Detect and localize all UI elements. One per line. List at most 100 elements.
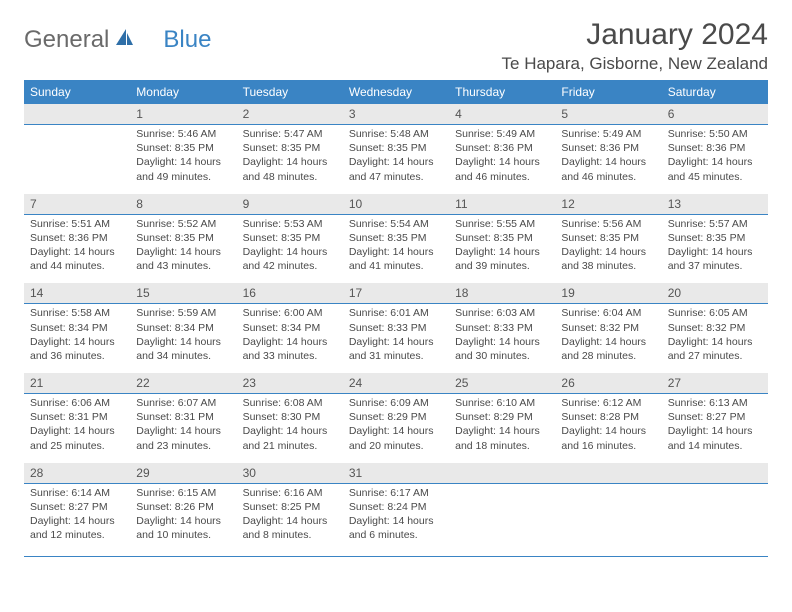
day-number-cell: 15 bbox=[130, 283, 236, 304]
sunrise-text: Sunrise: 6:07 AM bbox=[136, 396, 230, 410]
day-details-cell bbox=[555, 483, 661, 552]
sunrise-text: Sunrise: 6:16 AM bbox=[243, 486, 337, 500]
day-details-cell: Sunrise: 5:47 AMSunset: 8:35 PMDaylight:… bbox=[237, 125, 343, 194]
sunset-text: Sunset: 8:34 PM bbox=[30, 321, 124, 335]
calendar-header-row: Sunday Monday Tuesday Wednesday Thursday… bbox=[24, 80, 768, 104]
daylight-text: Daylight: 14 hours and 36 minutes. bbox=[30, 335, 124, 363]
sunrise-text: Sunrise: 5:53 AM bbox=[243, 217, 337, 231]
sunrise-text: Sunrise: 6:04 AM bbox=[561, 306, 655, 320]
daylight-text: Daylight: 14 hours and 28 minutes. bbox=[561, 335, 655, 363]
sunset-text: Sunset: 8:35 PM bbox=[243, 141, 337, 155]
day-details-cell: Sunrise: 6:04 AMSunset: 8:32 PMDaylight:… bbox=[555, 304, 661, 373]
weekday-header: Wednesday bbox=[343, 80, 449, 104]
day-details-row: Sunrise: 5:58 AMSunset: 8:34 PMDaylight:… bbox=[24, 304, 768, 373]
logo: General Blue bbox=[24, 26, 211, 54]
sunset-text: Sunset: 8:25 PM bbox=[243, 500, 337, 514]
day-details-cell: Sunrise: 5:56 AMSunset: 8:35 PMDaylight:… bbox=[555, 214, 661, 283]
sunrise-text: Sunrise: 5:52 AM bbox=[136, 217, 230, 231]
sunset-text: Sunset: 8:31 PM bbox=[30, 410, 124, 424]
sunrise-text: Sunrise: 6:10 AM bbox=[455, 396, 549, 410]
sunrise-text: Sunrise: 5:49 AM bbox=[561, 127, 655, 141]
day-details-cell: Sunrise: 6:15 AMSunset: 8:26 PMDaylight:… bbox=[130, 483, 236, 552]
weekday-header: Thursday bbox=[449, 80, 555, 104]
daylight-text: Daylight: 14 hours and 25 minutes. bbox=[30, 424, 124, 452]
daylight-text: Daylight: 14 hours and 42 minutes. bbox=[243, 245, 337, 273]
day-number-cell bbox=[662, 463, 768, 484]
day-details-cell: Sunrise: 6:08 AMSunset: 8:30 PMDaylight:… bbox=[237, 394, 343, 463]
daylight-text: Daylight: 14 hours and 49 minutes. bbox=[136, 155, 230, 183]
logo-text-blue: Blue bbox=[163, 26, 211, 54]
day-number-cell bbox=[24, 104, 130, 125]
sunset-text: Sunset: 8:29 PM bbox=[455, 410, 549, 424]
day-details-cell: Sunrise: 6:14 AMSunset: 8:27 PMDaylight:… bbox=[24, 483, 130, 552]
day-number-cell: 10 bbox=[343, 194, 449, 215]
sail-icon bbox=[113, 26, 135, 54]
sunset-text: Sunset: 8:28 PM bbox=[561, 410, 655, 424]
sunrise-text: Sunrise: 5:55 AM bbox=[455, 217, 549, 231]
weekday-header: Monday bbox=[130, 80, 236, 104]
day-details-cell: Sunrise: 5:59 AMSunset: 8:34 PMDaylight:… bbox=[130, 304, 236, 373]
sunset-text: Sunset: 8:34 PM bbox=[136, 321, 230, 335]
page-title: January 2024 bbox=[502, 18, 768, 52]
day-number-cell: 18 bbox=[449, 283, 555, 304]
day-number-row: 14151617181920 bbox=[24, 283, 768, 304]
sunrise-text: Sunrise: 5:51 AM bbox=[30, 217, 124, 231]
sunset-text: Sunset: 8:36 PM bbox=[455, 141, 549, 155]
sunset-text: Sunset: 8:35 PM bbox=[349, 141, 443, 155]
sunrise-text: Sunrise: 5:48 AM bbox=[349, 127, 443, 141]
day-number-cell bbox=[555, 463, 661, 484]
day-number-cell: 17 bbox=[343, 283, 449, 304]
day-details-cell: Sunrise: 5:49 AMSunset: 8:36 PMDaylight:… bbox=[449, 125, 555, 194]
day-number-cell: 27 bbox=[662, 373, 768, 394]
daylight-text: Daylight: 14 hours and 47 minutes. bbox=[349, 155, 443, 183]
daylight-text: Daylight: 14 hours and 20 minutes. bbox=[349, 424, 443, 452]
day-details-cell bbox=[662, 483, 768, 552]
day-details-cell: Sunrise: 6:06 AMSunset: 8:31 PMDaylight:… bbox=[24, 394, 130, 463]
weekday-header: Friday bbox=[555, 80, 661, 104]
daylight-text: Daylight: 14 hours and 33 minutes. bbox=[243, 335, 337, 363]
calendar-body: 123456Sunrise: 5:46 AMSunset: 8:35 PMDay… bbox=[24, 104, 768, 552]
sunrise-text: Sunrise: 6:13 AM bbox=[668, 396, 762, 410]
sunrise-text: Sunrise: 6:03 AM bbox=[455, 306, 549, 320]
sunrise-text: Sunrise: 6:12 AM bbox=[561, 396, 655, 410]
day-number-cell: 1 bbox=[130, 104, 236, 125]
bottom-divider bbox=[24, 556, 768, 557]
day-details-cell: Sunrise: 5:53 AMSunset: 8:35 PMDaylight:… bbox=[237, 214, 343, 283]
daylight-text: Daylight: 14 hours and 31 minutes. bbox=[349, 335, 443, 363]
day-number-cell: 25 bbox=[449, 373, 555, 394]
day-details-cell: Sunrise: 5:55 AMSunset: 8:35 PMDaylight:… bbox=[449, 214, 555, 283]
day-number-cell: 30 bbox=[237, 463, 343, 484]
sunset-text: Sunset: 8:35 PM bbox=[349, 231, 443, 245]
title-block: January 2024 Te Hapara, Gisborne, New Ze… bbox=[502, 18, 768, 74]
day-number-cell: 11 bbox=[449, 194, 555, 215]
sunset-text: Sunset: 8:35 PM bbox=[561, 231, 655, 245]
daylight-text: Daylight: 14 hours and 37 minutes. bbox=[668, 245, 762, 273]
sunset-text: Sunset: 8:35 PM bbox=[136, 231, 230, 245]
day-details-cell: Sunrise: 6:00 AMSunset: 8:34 PMDaylight:… bbox=[237, 304, 343, 373]
day-details-cell: Sunrise: 6:13 AMSunset: 8:27 PMDaylight:… bbox=[662, 394, 768, 463]
sunrise-text: Sunrise: 5:50 AM bbox=[668, 127, 762, 141]
daylight-text: Daylight: 14 hours and 27 minutes. bbox=[668, 335, 762, 363]
weekday-header: Tuesday bbox=[237, 80, 343, 104]
sunrise-text: Sunrise: 5:49 AM bbox=[455, 127, 549, 141]
calendar-table: Sunday Monday Tuesday Wednesday Thursday… bbox=[24, 80, 768, 552]
day-number-cell: 28 bbox=[24, 463, 130, 484]
day-details-cell: Sunrise: 5:57 AMSunset: 8:35 PMDaylight:… bbox=[662, 214, 768, 283]
day-number-cell: 7 bbox=[24, 194, 130, 215]
daylight-text: Daylight: 14 hours and 14 minutes. bbox=[668, 424, 762, 452]
day-number-cell bbox=[449, 463, 555, 484]
sunrise-text: Sunrise: 6:17 AM bbox=[349, 486, 443, 500]
day-details-cell: Sunrise: 6:10 AMSunset: 8:29 PMDaylight:… bbox=[449, 394, 555, 463]
day-number-cell: 24 bbox=[343, 373, 449, 394]
day-number-cell: 13 bbox=[662, 194, 768, 215]
daylight-text: Daylight: 14 hours and 46 minutes. bbox=[455, 155, 549, 183]
day-details-cell: Sunrise: 6:05 AMSunset: 8:32 PMDaylight:… bbox=[662, 304, 768, 373]
day-details-cell: Sunrise: 5:54 AMSunset: 8:35 PMDaylight:… bbox=[343, 214, 449, 283]
sunrise-text: Sunrise: 5:54 AM bbox=[349, 217, 443, 231]
day-details-cell bbox=[449, 483, 555, 552]
daylight-text: Daylight: 14 hours and 12 minutes. bbox=[30, 514, 124, 542]
day-details-cell: Sunrise: 6:01 AMSunset: 8:33 PMDaylight:… bbox=[343, 304, 449, 373]
day-number-cell: 14 bbox=[24, 283, 130, 304]
daylight-text: Daylight: 14 hours and 45 minutes. bbox=[668, 155, 762, 183]
day-number-cell: 8 bbox=[130, 194, 236, 215]
